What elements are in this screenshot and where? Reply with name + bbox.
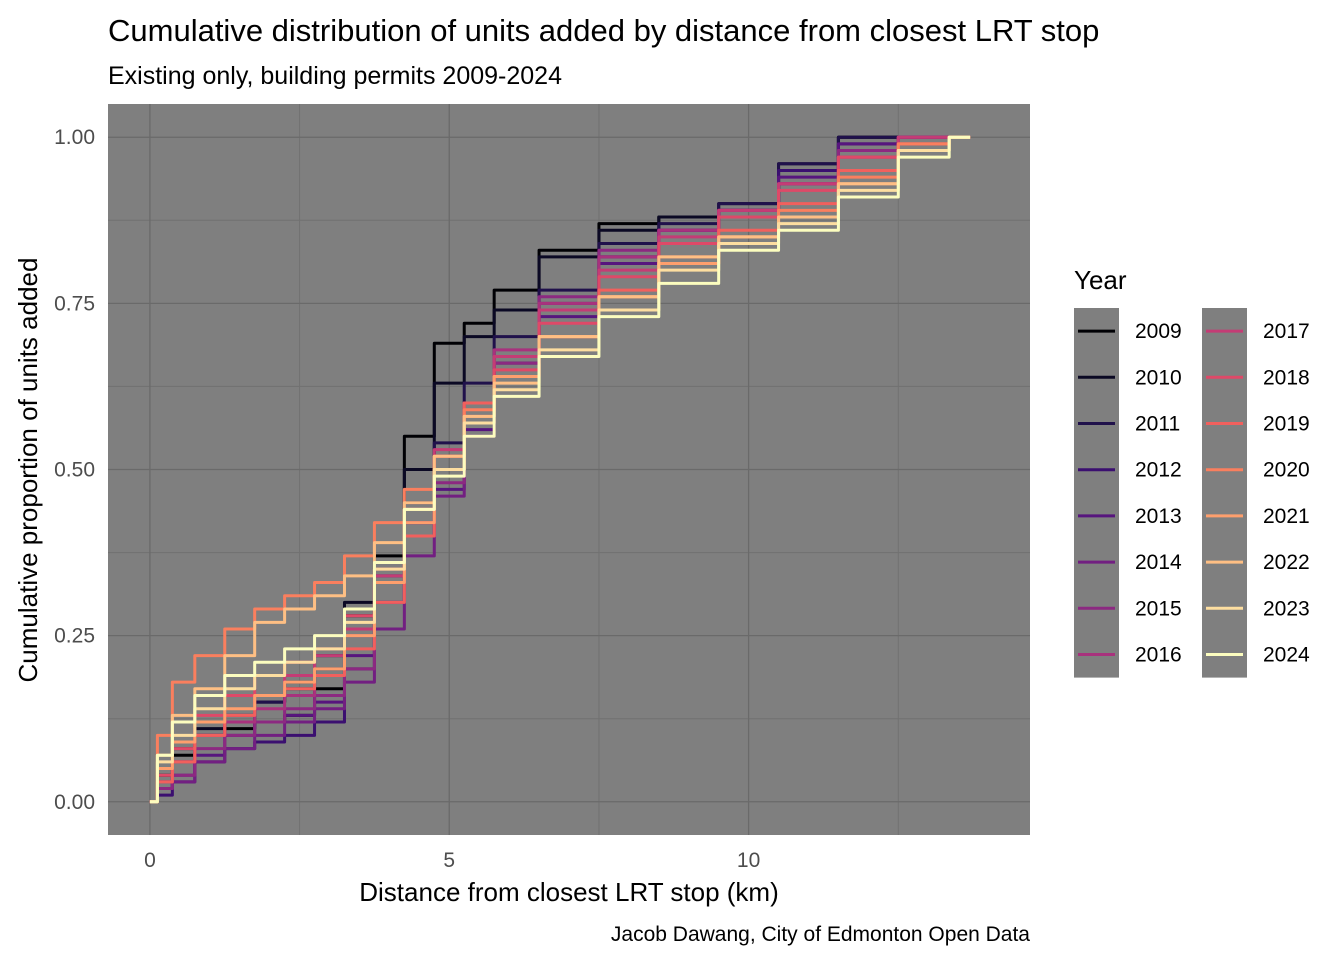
legend-label-2021: 2021 — [1263, 505, 1310, 528]
legend-label-2020: 2020 — [1263, 459, 1310, 482]
legend-label-2016: 2016 — [1135, 644, 1182, 667]
caption: Jacob Dawang, City of Edmonton Open Data — [611, 923, 1030, 946]
x-axis-ticks: 0 5 10 — [144, 849, 760, 872]
legend-label-2022: 2022 — [1263, 551, 1310, 574]
legend-label-2014: 2014 — [1135, 551, 1182, 574]
y-tick-label: 0.25 — [54, 625, 95, 648]
legend-label-2015: 2015 — [1135, 597, 1182, 620]
y-tick-label: 0.00 — [54, 791, 95, 814]
x-tick-label: 0 — [144, 849, 156, 872]
legend-title: Year — [1074, 265, 1127, 295]
legend-label-2024: 2024 — [1263, 644, 1310, 667]
chart-title: Cumulative distribution of units added b… — [108, 13, 1099, 48]
legend-label-2023: 2023 — [1263, 597, 1310, 620]
chart-subtitle: Existing only, building permits 2009-202… — [108, 62, 562, 90]
y-tick-label: 0.75 — [54, 292, 95, 315]
x-tick-label: 5 — [443, 849, 455, 872]
x-tick-label: 10 — [737, 849, 760, 872]
legend-label-2011: 2011 — [1135, 413, 1180, 436]
series-line-2024 — [149, 135, 971, 804]
legend-key-background — [1202, 308, 1247, 678]
legend-label-2009: 2009 — [1135, 320, 1182, 343]
legend-label-2019: 2019 — [1263, 413, 1310, 436]
legend-label-2017: 2017 — [1263, 320, 1310, 343]
y-axis-ticks: 0.00 0.25 0.50 0.75 1.00 — [54, 126, 95, 814]
legend: 2009 2010 2011 2012 2013 2014 2015 2016 2017 2018… — [1074, 308, 1310, 678]
x-axis-label: Distance from closest LRT stop (km) — [359, 877, 779, 907]
legend-label-2010: 2010 — [1135, 366, 1182, 389]
series-lines — [149, 135, 971, 804]
y-tick-label: 1.00 — [54, 126, 95, 149]
legend-label-2013: 2013 — [1135, 505, 1182, 528]
legend-key-background — [1074, 308, 1119, 678]
y-axis-label: Cumulative proportion of units added — [13, 258, 43, 683]
legend-label-2018: 2018 — [1263, 366, 1310, 389]
y-tick-label: 0.50 — [54, 459, 95, 482]
legend-label-2012: 2012 — [1135, 459, 1182, 482]
